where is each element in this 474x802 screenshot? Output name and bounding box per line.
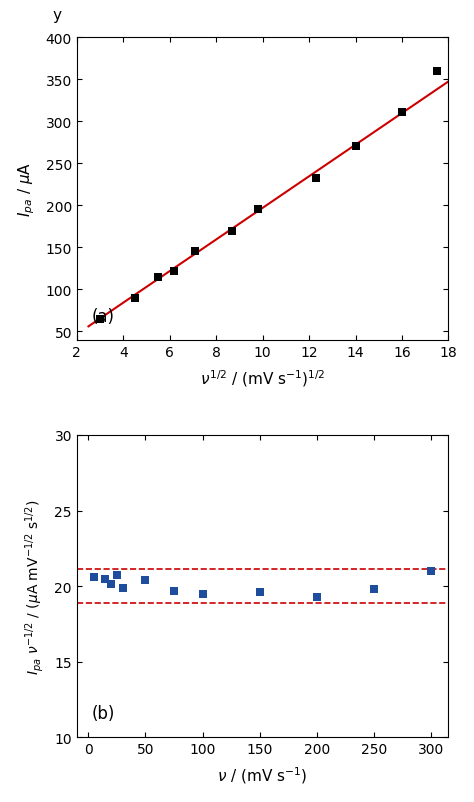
X-axis label: $\nu$ / (mV s$^{-1}$): $\nu$ / (mV s$^{-1}$) <box>218 764 308 785</box>
X-axis label: $\nu^{1/2}$ / (mV s$^{-1}$)$^{1/2}$: $\nu^{1/2}$ / (mV s$^{-1}$)$^{1/2}$ <box>200 367 326 388</box>
Y-axis label: $I_{pa}\ \nu^{-1/2}$ / ($\mu$A mV$^{-1/2}$ s$^{1/2}$): $I_{pa}\ \nu^{-1/2}$ / ($\mu$A mV$^{-1/2… <box>23 499 46 674</box>
Text: (b): (b) <box>91 704 115 723</box>
Y-axis label: $I_{pa}$ / $\mu$A: $I_{pa}$ / $\mu$A <box>17 162 37 217</box>
Text: (a): (a) <box>91 307 115 326</box>
Text: y: y <box>53 8 61 23</box>
